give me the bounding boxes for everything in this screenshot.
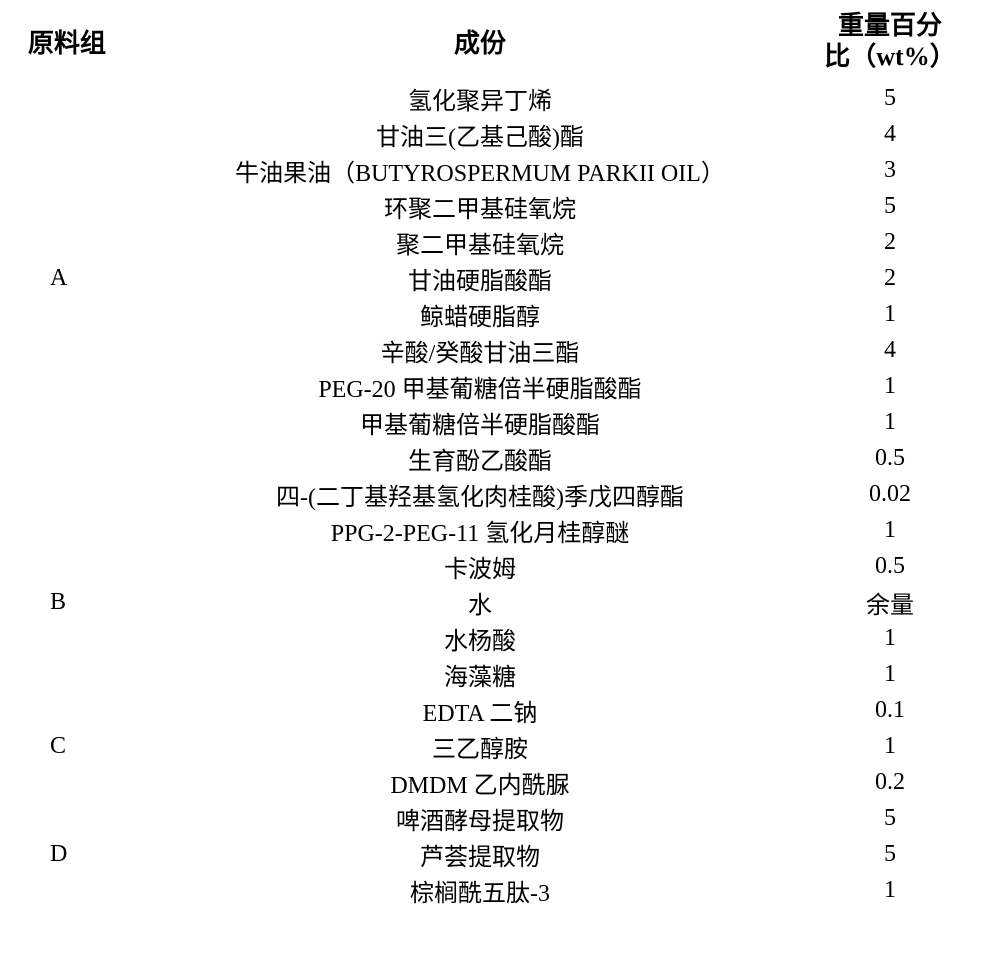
cell-ingredient: 辛酸/癸酸甘油三酯: [160, 333, 800, 368]
table-row: 氢化聚异丁烯5: [20, 80, 980, 116]
table-row: 棕榈酰五肽-31: [20, 872, 980, 908]
cell-ingredient: PEG-20 甲基葡糖倍半硬脂酸酯: [160, 369, 800, 404]
cell-percent: 1: [800, 625, 980, 652]
cell-percent: 2: [800, 265, 980, 292]
cell-percent: 0.2: [800, 769, 980, 796]
header-percent-line2: 比（wt%）: [824, 41, 955, 72]
table-row: 水杨酸1: [20, 620, 980, 656]
cell-ingredient: 啤酒酵母提取物: [160, 801, 800, 836]
cell-ingredient: 甘油硬脂酸酯: [160, 261, 800, 296]
table-row: 辛酸/癸酸甘油三酯4: [20, 332, 980, 368]
cell-ingredient: DMDM 乙内酰脲: [160, 765, 800, 800]
cell-ingredient: 水: [160, 585, 800, 620]
cell-group: A: [20, 265, 160, 292]
table-row: DMDM 乙内酰脲0.2: [20, 764, 980, 800]
table-row: 四-(二丁基羟基氢化肉桂酸)季戊四醇酯0.02: [20, 476, 980, 512]
cell-ingredient: EDTA 二钠: [160, 693, 800, 728]
header-percent-line1: 重量百分: [838, 10, 942, 41]
header-ingredient: 成份: [160, 23, 800, 60]
cell-percent: 1: [800, 661, 980, 688]
table-row: 鲸蜡硬脂醇1: [20, 296, 980, 332]
table-row: D芦荟提取物5: [20, 836, 980, 872]
cell-ingredient: 卡波姆: [160, 549, 800, 584]
cell-ingredient: 四-(二丁基羟基氢化肉桂酸)季戊四醇酯: [160, 477, 800, 512]
cell-percent: 0.02: [800, 481, 980, 508]
cell-percent: 1: [800, 373, 980, 400]
table-body: 氢化聚异丁烯5甘油三(乙基己酸)酯4牛油果油（BUTYROSPERMUM PAR…: [20, 80, 980, 908]
cell-group: C: [20, 733, 160, 760]
table-row: PEG-20 甲基葡糖倍半硬脂酸酯1: [20, 368, 980, 404]
cell-percent: 0.5: [800, 445, 980, 472]
cell-ingredient: 氢化聚异丁烯: [160, 81, 800, 116]
cell-percent: 1: [800, 301, 980, 328]
table-row: 卡波姆0.5: [20, 548, 980, 584]
table-row: 海藻糖1: [20, 656, 980, 692]
cell-percent: 5: [800, 85, 980, 112]
table-row: 生育酚乙酸酯0.5: [20, 440, 980, 476]
cell-percent: 0.5: [800, 553, 980, 580]
cell-percent: 1: [800, 733, 980, 760]
cell-ingredient: 生育酚乙酸酯: [160, 441, 800, 476]
cell-ingredient: 水杨酸: [160, 621, 800, 656]
cell-ingredient: 甘油三(乙基己酸)酯: [160, 117, 800, 152]
cell-percent: 余量: [800, 585, 980, 620]
cell-percent: 5: [800, 841, 980, 868]
cell-ingredient: PPG-2-PEG-11 氢化月桂醇醚: [160, 513, 800, 548]
cell-percent: 1: [800, 409, 980, 436]
cell-percent: 5: [800, 193, 980, 220]
cell-ingredient: 环聚二甲基硅氧烷: [160, 189, 800, 224]
cell-group: D: [20, 841, 160, 868]
table-row: 啤酒酵母提取物5: [20, 800, 980, 836]
ingredient-table: 原料组 成份 重量百分 比（wt%） 氢化聚异丁烯5甘油三(乙基己酸)酯4牛油果…: [20, 10, 980, 908]
header-percent: 重量百分 比（wt%）: [800, 10, 980, 72]
cell-percent: 3: [800, 157, 980, 184]
table-row: A甘油硬脂酸酯2: [20, 260, 980, 296]
cell-ingredient: 海藻糖: [160, 657, 800, 692]
table-row: 聚二甲基硅氧烷2: [20, 224, 980, 260]
cell-percent: 4: [800, 121, 980, 148]
cell-percent: 4: [800, 337, 980, 364]
cell-percent: 2: [800, 229, 980, 256]
table-row: EDTA 二钠0.1: [20, 692, 980, 728]
table-row: 牛油果油（BUTYROSPERMUM PARKII OIL）3: [20, 152, 980, 188]
cell-percent: 1: [800, 517, 980, 544]
cell-ingredient: 鲸蜡硬脂醇: [160, 297, 800, 332]
table-row: 甘油三(乙基己酸)酯4: [20, 116, 980, 152]
table-row: 甲基葡糖倍半硬脂酸酯1: [20, 404, 980, 440]
cell-ingredient: 聚二甲基硅氧烷: [160, 225, 800, 260]
cell-ingredient: 牛油果油（BUTYROSPERMUM PARKII OIL）: [160, 153, 800, 188]
cell-ingredient: 甲基葡糖倍半硬脂酸酯: [160, 405, 800, 440]
table-row: C三乙醇胺1: [20, 728, 980, 764]
cell-group: B: [20, 589, 160, 616]
table-row: PPG-2-PEG-11 氢化月桂醇醚1: [20, 512, 980, 548]
header-group: 原料组: [20, 23, 160, 60]
cell-ingredient: 棕榈酰五肽-3: [160, 873, 800, 908]
cell-percent: 0.1: [800, 697, 980, 724]
cell-ingredient: 芦荟提取物: [160, 837, 800, 872]
table-row: 环聚二甲基硅氧烷5: [20, 188, 980, 224]
cell-percent: 5: [800, 805, 980, 832]
table-row: B水余量: [20, 584, 980, 620]
cell-percent: 1: [800, 877, 980, 904]
cell-ingredient: 三乙醇胺: [160, 729, 800, 764]
table-header-row: 原料组 成份 重量百分 比（wt%）: [20, 10, 980, 72]
